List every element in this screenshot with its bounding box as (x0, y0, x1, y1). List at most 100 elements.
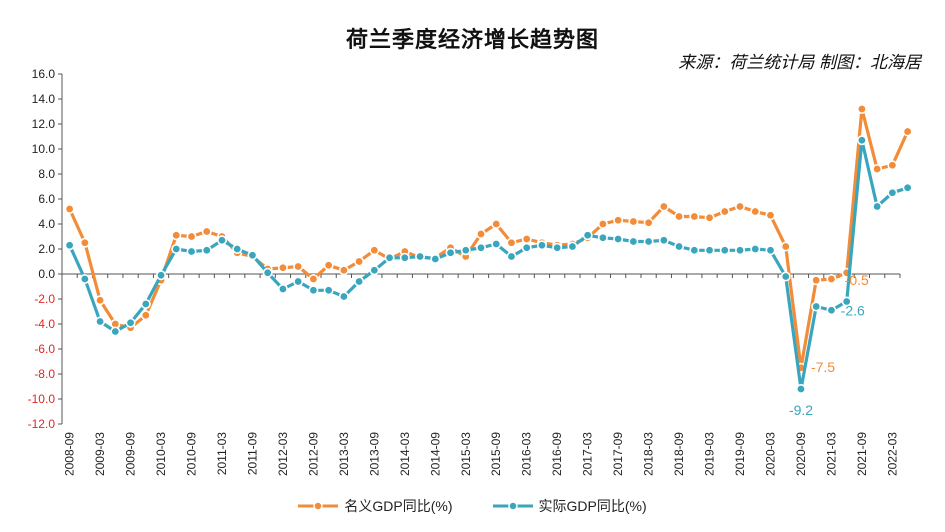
data-point-real (780, 271, 791, 282)
data-point-real (613, 234, 624, 245)
x-tick-label: 2013-09 (367, 432, 381, 476)
x-tick-label: 2020-09 (794, 432, 808, 476)
data-point-real (430, 254, 441, 265)
data-point-nominal (323, 260, 334, 271)
data-point-real (856, 135, 867, 146)
data-point-real (704, 245, 715, 256)
data-point-nominal (719, 206, 730, 217)
data-point-nominal (887, 160, 898, 171)
x-tick-label: 2015-03 (459, 432, 473, 476)
data-point-real (338, 291, 349, 302)
data-point-real (628, 236, 639, 247)
y-tick-label: -6.0 (34, 342, 55, 356)
y-tick-label: -8.0 (34, 367, 55, 381)
data-point-real (887, 187, 898, 198)
data-point-nominal (856, 104, 867, 115)
x-tick-label: 2010-09 (185, 432, 199, 476)
data-point-nominal (780, 241, 791, 252)
data-point-real (156, 270, 167, 281)
y-tick-label: 14.0 (32, 92, 56, 106)
legend-label-nominal: 名义GDP同比(%) (344, 498, 453, 514)
x-tick-label: 2021-03 (824, 432, 838, 476)
data-point-real (308, 285, 319, 296)
x-tick-label: 2009-09 (124, 432, 138, 476)
x-tick-label: 2013-03 (337, 432, 351, 476)
x-tick-label: 2016-09 (550, 432, 564, 476)
data-point-nominal (750, 206, 761, 217)
y-tick-label: 4.0 (38, 217, 55, 231)
x-tick-label: 2009-03 (93, 432, 107, 476)
y-tick-label: -12.0 (28, 417, 56, 431)
data-point-real (689, 245, 700, 256)
data-label: -2.6 (841, 303, 865, 319)
data-point-real (597, 232, 608, 243)
data-point-nominal (79, 237, 90, 248)
data-point-nominal (765, 210, 776, 221)
data-point-nominal (689, 211, 700, 222)
data-point-real (674, 241, 685, 252)
x-tick-label: 2018-09 (672, 432, 686, 476)
data-point-real (536, 240, 547, 251)
source-note: 来源：荷兰统计局 制图：北海居 (678, 53, 921, 72)
data-point-nominal (475, 229, 486, 240)
data-point-real (293, 276, 304, 287)
x-tick-label: 2018-03 (642, 432, 656, 476)
data-point-real (719, 245, 730, 256)
data-point-real (323, 285, 334, 296)
data-point-real (415, 251, 426, 262)
data-point-nominal (613, 215, 624, 226)
data-point-real (201, 245, 212, 256)
x-tick-label: 2015-09 (489, 432, 503, 476)
y-tick-label: -10.0 (28, 392, 56, 406)
x-tick-label: 2011-03 (215, 432, 229, 475)
y-tick-label: 12.0 (32, 117, 56, 131)
data-point-nominal (872, 164, 883, 175)
data-point-nominal (811, 275, 822, 286)
data-point-nominal (293, 261, 304, 272)
x-tick-label: 2021-09 (855, 432, 869, 476)
legend: 名义GDP同比(%) 实际GDP同比(%) (0, 496, 945, 516)
data-point-real (735, 245, 746, 256)
data-point-nominal (506, 237, 517, 248)
data-point-real (582, 230, 593, 241)
x-tick-label: 2019-09 (733, 432, 747, 476)
data-point-real (262, 267, 273, 278)
chart-title: 荷兰季度经济增长趋势图 (345, 27, 599, 52)
data-point-real (460, 245, 471, 256)
x-tick-label: 2008-09 (63, 432, 77, 476)
data-point-real (643, 236, 654, 247)
data-point-real (750, 244, 761, 255)
data-point-real (658, 235, 669, 246)
x-tick-label: 2014-09 (428, 432, 442, 476)
data-point-real (186, 246, 197, 257)
y-tick-label: 10.0 (32, 142, 56, 156)
data-point-nominal (354, 256, 365, 267)
x-tick-label: 2017-09 (611, 432, 625, 476)
legend-swatch-nominal (298, 501, 339, 511)
data-point-real (216, 235, 227, 246)
data-point-real (79, 273, 90, 284)
data-label: -9.2 (789, 402, 813, 418)
data-point-nominal (735, 201, 746, 212)
data-point-nominal (277, 262, 288, 273)
data-point-nominal (826, 273, 837, 284)
data-point-nominal (64, 204, 75, 215)
data-point-real (795, 383, 806, 394)
data-point-nominal (338, 265, 349, 276)
legend-item-real: 实际GDP同比(%) (492, 496, 647, 516)
data-label: -0.5 (845, 272, 869, 288)
data-point-real (506, 251, 517, 262)
y-tick-label: -2.0 (34, 292, 55, 306)
data-point-real (399, 252, 410, 263)
data-point-nominal (140, 310, 151, 321)
data-point-real (171, 244, 182, 255)
data-point-nominal (308, 273, 319, 284)
data-point-nominal (658, 201, 669, 212)
data-point-real (521, 242, 532, 253)
y-tick-label: 2.0 (38, 242, 55, 256)
y-tick-label: 6.0 (38, 192, 55, 206)
y-tick-label: 0.0 (38, 267, 55, 281)
data-point-real (552, 242, 563, 253)
data-point-real (841, 296, 852, 307)
